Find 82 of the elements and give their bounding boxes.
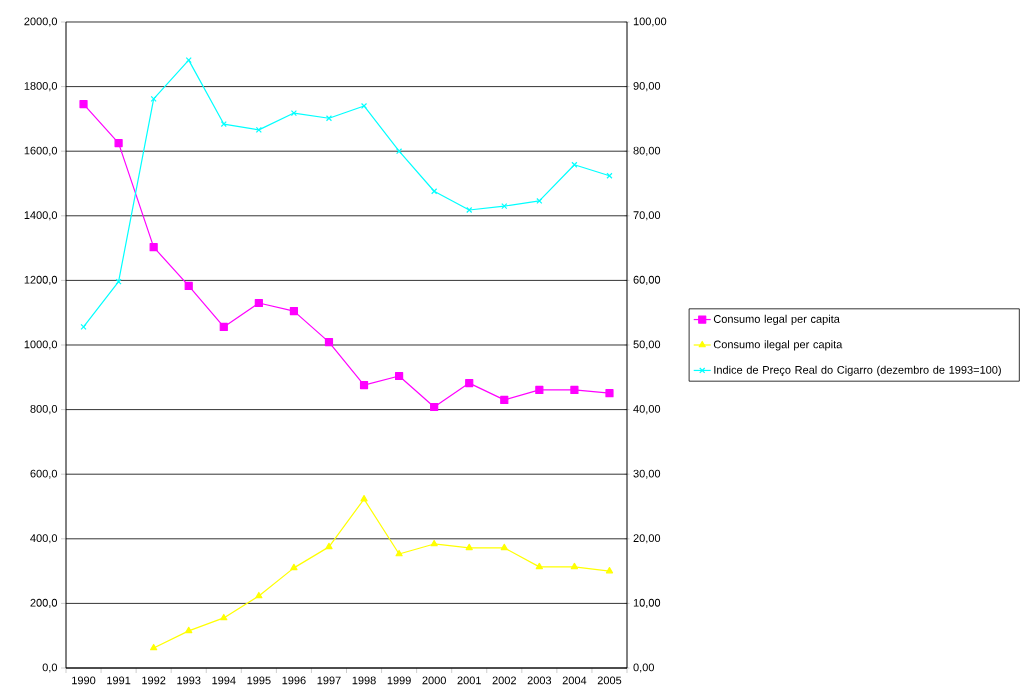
point [185, 626, 193, 634]
x-tick-label: 1990 [72, 676, 96, 685]
point [290, 563, 298, 571]
point [396, 148, 403, 155]
x-tick-label: 2003 [527, 676, 552, 685]
point [430, 402, 439, 412]
y-tick-label: 1000,0 [24, 340, 58, 350]
point [570, 385, 579, 394]
y-tick-label: 1800,0 [24, 82, 58, 92]
x-tick-label: 2004 [562, 676, 587, 685]
point [535, 385, 544, 394]
y2-tick-label: 0,00 [633, 663, 655, 673]
point [220, 613, 228, 621]
y-tick-label: 2000,0 [24, 17, 58, 27]
point [395, 549, 403, 557]
y2-tick-label: 80,00 [633, 146, 661, 156]
point [80, 323, 87, 330]
point [150, 643, 158, 651]
y-tick-label: 600,0 [30, 469, 58, 479]
point [219, 322, 228, 332]
y2-tick-label: 70,00 [633, 211, 661, 221]
x-tick-label: 1993 [177, 676, 201, 685]
point [465, 543, 473, 551]
x-tick-label: 1992 [142, 676, 166, 685]
x-tick-label: 1994 [212, 676, 236, 685]
point [571, 161, 578, 168]
point [254, 298, 263, 308]
point [325, 542, 333, 550]
x-tick-label: 1999 [387, 676, 411, 685]
point [500, 395, 509, 405]
x-tick-label: 2002 [492, 676, 516, 685]
y-tick-label: 1200,0 [24, 275, 58, 285]
point [184, 281, 193, 290]
point [536, 197, 543, 205]
x-tick-label: 1997 [317, 676, 341, 685]
y2-tick-label: 90,00 [633, 82, 661, 92]
point [360, 494, 368, 502]
y-tick-label: 1400,0 [24, 211, 58, 221]
point [535, 562, 543, 570]
y2-tick-label: 40,00 [633, 405, 661, 415]
point [114, 139, 123, 148]
legend-label: Consumo legal per capita [713, 314, 840, 326]
point [605, 567, 614, 574]
point [359, 380, 369, 390]
point [500, 543, 508, 551]
point [79, 99, 88, 109]
point [289, 306, 299, 316]
y2-tick-label: 10,00 [633, 598, 661, 608]
x-tick-label: 2005 [597, 676, 622, 685]
y2-tick-label: 50,00 [633, 340, 661, 350]
point [606, 172, 613, 179]
point [150, 95, 157, 102]
point [501, 203, 508, 210]
point [324, 337, 334, 347]
x-tick-label: 2000 [422, 676, 446, 685]
y-tick-label: 400,0 [30, 534, 58, 544]
x-tick-label: 1991 [107, 676, 131, 685]
legend-label: Consumo ilegal per capita [713, 340, 843, 351]
x-tick-label: 1998 [352, 676, 376, 685]
x-tick-label: 1996 [282, 676, 306, 685]
point [430, 539, 438, 547]
point [570, 562, 579, 570]
y-tick-label: 1600,0 [24, 146, 58, 156]
point [149, 243, 158, 252]
y2-tick-label: 60,00 [633, 275, 661, 285]
y-tick-label: 800,0 [30, 405, 58, 415]
x-tick-label: 1995 [247, 676, 271, 685]
point [325, 115, 333, 122]
point [185, 57, 192, 64]
point [466, 206, 473, 214]
y-tick-label: 0,0 [42, 663, 58, 673]
y2-tick-label: 20,00 [633, 534, 661, 544]
point [255, 591, 263, 599]
point [220, 120, 227, 128]
point [605, 389, 614, 398]
y2-tick-label: 100,00 [633, 17, 667, 27]
legend-label: Indice de Preço Real do Cigarro (dezembro de 1993=100) [714, 365, 1001, 377]
y-tick-label: 200,0 [30, 598, 58, 608]
point [465, 379, 474, 388]
y2-tick-label: 30,00 [633, 469, 661, 479]
x-tick-label: 2001 [457, 676, 481, 685]
point [395, 371, 404, 381]
